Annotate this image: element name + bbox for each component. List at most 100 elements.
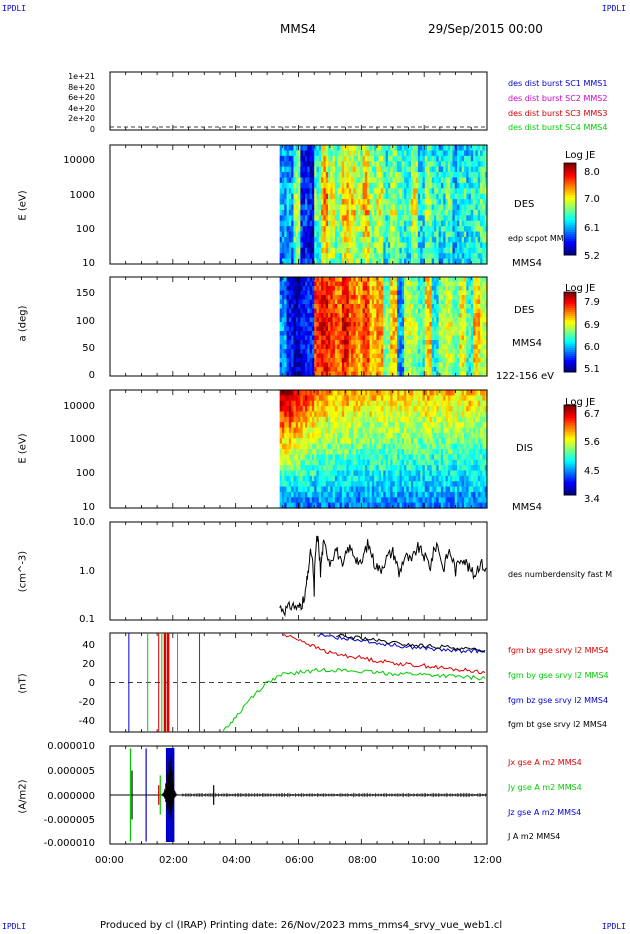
heatmap-cell bbox=[291, 335, 295, 341]
heatmap-cell bbox=[371, 340, 375, 346]
heatmap-cell bbox=[348, 304, 352, 310]
heatmap-cell bbox=[357, 353, 361, 359]
heatmap-cell bbox=[461, 199, 465, 206]
heatmap-cell bbox=[450, 281, 454, 287]
heatmap-cell bbox=[311, 335, 315, 341]
heatmap-cell bbox=[394, 253, 398, 260]
heatmap-cell bbox=[328, 247, 331, 254]
heatmap-cell bbox=[328, 481, 331, 488]
heatmap-cell bbox=[473, 155, 477, 162]
heatmap-cell bbox=[387, 188, 391, 195]
heatmap-cell bbox=[346, 220, 350, 227]
heatmap-cell bbox=[383, 290, 387, 296]
heatmap-cell bbox=[431, 150, 435, 157]
heatmap-cell bbox=[482, 353, 486, 359]
heatmap-cell bbox=[459, 326, 463, 332]
heatmap-cell bbox=[364, 390, 368, 396]
heatmap-cell bbox=[434, 258, 437, 265]
heatmap-cell bbox=[330, 390, 334, 396]
heatmap-cell bbox=[413, 145, 417, 152]
heatmap-cell bbox=[429, 344, 433, 350]
heatmap-cell bbox=[332, 253, 336, 260]
heatmap-cell bbox=[357, 416, 361, 423]
heatmap-cell bbox=[298, 362, 301, 368]
heatmap-cell bbox=[394, 295, 398, 301]
heatmap-cell bbox=[281, 371, 285, 377]
heatmap-cell bbox=[314, 247, 318, 254]
heatmap-cell bbox=[351, 367, 354, 373]
heatmap-cell bbox=[339, 475, 343, 482]
heatmap-cell bbox=[383, 308, 387, 314]
heatmap-cell bbox=[286, 242, 290, 249]
heatmap-cell bbox=[309, 286, 313, 292]
heatmap-cell bbox=[328, 422, 331, 429]
heatmap-cell bbox=[323, 226, 327, 233]
dis-energy-ytick: 10 bbox=[82, 502, 95, 513]
heatmap-cell bbox=[452, 362, 456, 368]
heatmap-cell bbox=[452, 231, 456, 238]
heatmap-cell bbox=[447, 242, 451, 249]
heatmap-cell bbox=[482, 371, 486, 377]
heatmap-cell bbox=[341, 322, 345, 328]
corner-label-top-right: IPDLI bbox=[601, 4, 626, 13]
heatmap-cell bbox=[328, 502, 331, 509]
heatmap-cell bbox=[454, 161, 458, 168]
heatmap-cell bbox=[385, 344, 389, 350]
heatmap-cell bbox=[293, 326, 297, 332]
heatmap-cell bbox=[424, 349, 428, 355]
heatmap-cell bbox=[355, 313, 359, 319]
heatmap-cell bbox=[325, 335, 329, 341]
heatmap-cell bbox=[390, 322, 394, 328]
heatmap-cell bbox=[360, 406, 364, 413]
heatmap-cell bbox=[392, 177, 396, 184]
heatmap-cell bbox=[279, 422, 283, 429]
heatmap-cell bbox=[323, 454, 327, 461]
heatmap-cell bbox=[392, 150, 396, 157]
heatmap-cell bbox=[387, 326, 391, 332]
heatmap-cell bbox=[346, 406, 350, 413]
heatmap-cell bbox=[470, 313, 474, 319]
heatmap-cell bbox=[399, 209, 403, 216]
heatmap-cell bbox=[307, 470, 311, 477]
heatmap-cell bbox=[480, 367, 483, 373]
heatmap-cell bbox=[325, 443, 329, 450]
heatmap-cell bbox=[436, 277, 440, 283]
heatmap-cell bbox=[309, 188, 313, 195]
heatmap-cell bbox=[424, 204, 428, 211]
heatmap-cell bbox=[284, 353, 288, 359]
heatmap-cell bbox=[281, 331, 285, 337]
heatmap-cell bbox=[357, 299, 361, 305]
heatmap-cell bbox=[371, 220, 375, 227]
heatmap-cell bbox=[279, 299, 283, 305]
heatmap-cell bbox=[422, 317, 426, 323]
heatmap-cell bbox=[443, 313, 447, 319]
heatmap-cell bbox=[381, 286, 384, 292]
heatmap-cell bbox=[477, 340, 481, 346]
heatmap-cell bbox=[314, 326, 318, 332]
heatmap-cell bbox=[438, 308, 442, 314]
heatmap-cell bbox=[408, 155, 412, 162]
heatmap-cell bbox=[429, 161, 433, 168]
heatmap-cell bbox=[351, 236, 354, 243]
heatmap-cell bbox=[447, 349, 451, 355]
heatmap-cell bbox=[298, 277, 301, 283]
heatmap-cell bbox=[318, 150, 322, 157]
heatmap-cell bbox=[316, 422, 320, 429]
density-ytick: 10.0 bbox=[72, 517, 95, 528]
heatmap-cell bbox=[362, 199, 366, 206]
heatmap-cell bbox=[351, 199, 354, 206]
dis-energy-cbar-title: Log JE bbox=[565, 397, 596, 408]
heatmap-cell bbox=[357, 253, 361, 260]
heatmap-cell bbox=[454, 150, 458, 157]
heatmap-cell bbox=[337, 432, 341, 439]
heatmap-cell bbox=[378, 166, 382, 173]
heatmap-cell bbox=[360, 177, 364, 184]
heatmap-cell bbox=[353, 344, 357, 350]
heatmap-cell bbox=[394, 290, 398, 296]
heatmap-cell bbox=[348, 236, 352, 243]
heatmap-cell bbox=[392, 286, 396, 292]
colorbar-cell bbox=[564, 330, 576, 333]
heatmap-cell bbox=[286, 313, 290, 319]
heatmap-cell bbox=[332, 172, 336, 179]
